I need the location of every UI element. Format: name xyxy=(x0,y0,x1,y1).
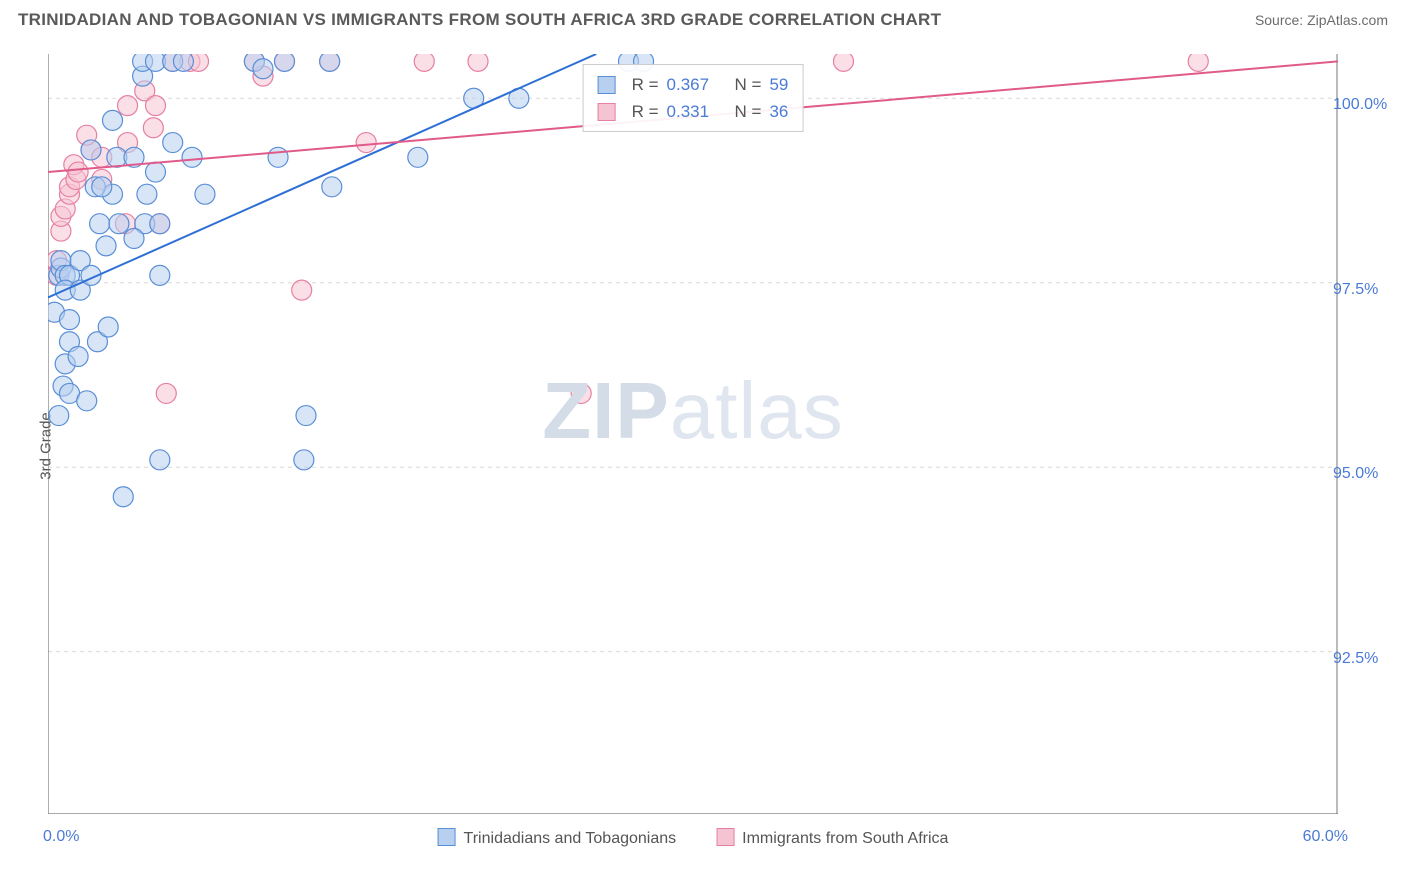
n-value-1: 59 xyxy=(769,71,788,98)
legend-swatch-2 xyxy=(716,828,734,846)
legend-label-1: Trinidadians and Tobagonians xyxy=(464,830,677,847)
correlation-box: R = 0.367 N = 59 R = 0.331 N = 36 xyxy=(583,64,804,132)
correlation-row-1: R = 0.367 N = 59 xyxy=(598,71,789,98)
legend-item-2: Immigrants from South Africa xyxy=(716,828,948,848)
y-tick-label: 92.5% xyxy=(1333,650,1393,668)
x-axis-label-left: 0.0% xyxy=(43,828,79,846)
n-value-2: 36 xyxy=(769,98,788,125)
correlation-swatch-1 xyxy=(598,76,616,94)
source-citation: Source: ZipAtlas.com xyxy=(1255,12,1388,28)
y-tick-label: 97.5% xyxy=(1333,281,1393,299)
r-prefix: R = xyxy=(632,98,659,125)
legend-item-1: Trinidadians and Tobagonians xyxy=(438,828,677,848)
y-tick-label: 100.0% xyxy=(1333,96,1393,114)
r-value-1: 0.367 xyxy=(667,71,710,98)
legend-swatch-1 xyxy=(438,828,456,846)
legend-label-2: Immigrants from South Africa xyxy=(742,830,948,847)
n-prefix: N = xyxy=(735,71,762,98)
legend: Trinidadians and Tobagonians Immigrants … xyxy=(438,828,949,848)
correlation-swatch-2 xyxy=(598,103,616,121)
r-prefix: R = xyxy=(632,71,659,98)
scatter-plot-svg xyxy=(48,54,1338,814)
r-value-2: 0.331 xyxy=(667,98,710,125)
correlation-row-2: R = 0.331 N = 36 xyxy=(598,98,789,125)
y-tick-label: 95.0% xyxy=(1333,465,1393,483)
x-axis-label-right: 60.0% xyxy=(1303,828,1348,846)
chart-title: TRINIDADIAN AND TOBAGONIAN VS IMMIGRANTS… xyxy=(18,10,941,30)
chart-area: ZIPatlas R = 0.367 N = 59 R = 0.331 N = … xyxy=(48,54,1338,814)
title-bar: TRINIDADIAN AND TOBAGONIAN VS IMMIGRANTS… xyxy=(0,0,1406,36)
n-prefix: N = xyxy=(735,98,762,125)
